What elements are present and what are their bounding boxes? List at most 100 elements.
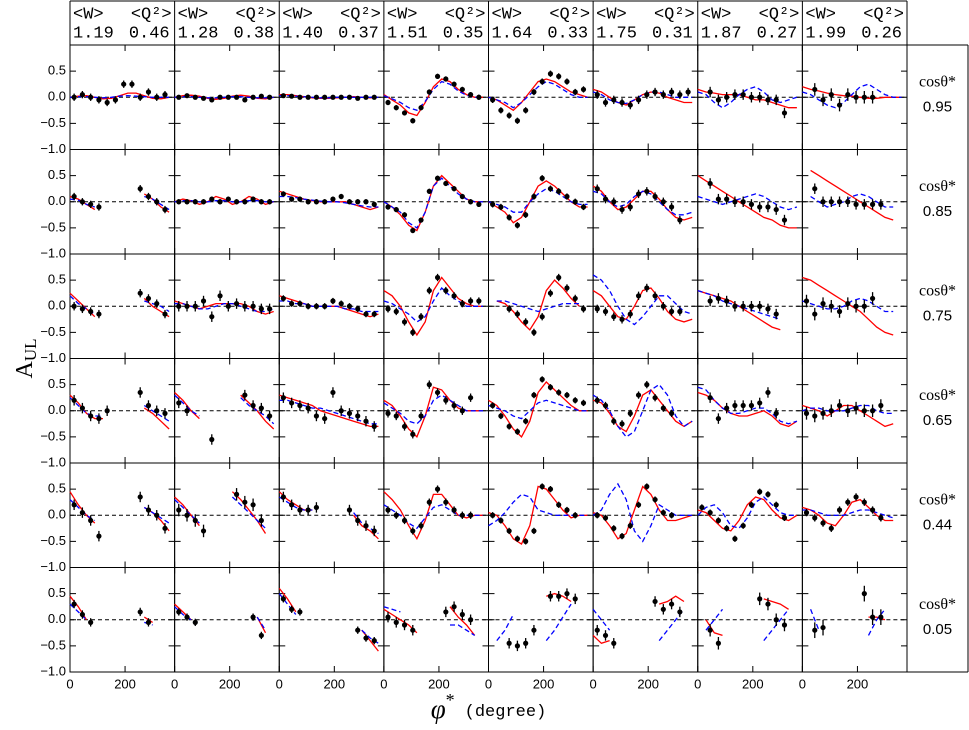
column-q2-value: 0.27 <box>757 24 798 43</box>
data-point <box>200 528 207 534</box>
data-point <box>556 389 562 396</box>
data-point <box>71 193 77 200</box>
data-point <box>660 405 666 411</box>
data-point <box>371 638 377 644</box>
data-point <box>363 199 369 205</box>
data-point <box>740 92 746 98</box>
data-point <box>757 94 763 100</box>
data-point <box>71 502 77 508</box>
data-point <box>305 405 311 411</box>
data-point <box>564 392 570 398</box>
model-curve <box>802 86 902 99</box>
y-tick-label: −0.5 <box>40 219 66 234</box>
data-point <box>176 400 182 406</box>
data-point <box>330 94 336 100</box>
data-point <box>812 627 818 633</box>
data-point <box>154 199 160 205</box>
data-point <box>490 97 496 103</box>
data-point <box>410 431 416 437</box>
data-point <box>781 110 788 116</box>
data-point <box>724 298 730 304</box>
data-point <box>79 306 85 312</box>
data-point <box>812 311 818 317</box>
data-point <box>878 201 884 207</box>
data-point <box>145 402 152 409</box>
data-point <box>410 627 416 633</box>
model-curve <box>697 193 798 211</box>
model-curve <box>488 187 588 213</box>
column-w-value: 1.99 <box>805 24 846 43</box>
data-point <box>820 624 826 631</box>
data-point <box>514 311 521 317</box>
column-q2-value: 0.33 <box>547 24 588 43</box>
data-point <box>580 306 587 312</box>
row-value: 0.44 <box>923 517 952 534</box>
data-point <box>79 510 85 516</box>
data-point <box>322 199 328 205</box>
data-point <box>385 410 391 416</box>
data-point <box>184 408 190 414</box>
data-point <box>828 408 834 414</box>
data-point <box>280 395 286 401</box>
data-point <box>71 397 77 403</box>
data-point <box>145 507 152 513</box>
data-point <box>611 418 617 424</box>
data-point <box>564 193 570 200</box>
data-point <box>853 201 859 207</box>
data-point <box>426 382 432 388</box>
data-point <box>878 402 884 409</box>
data-point <box>861 94 867 100</box>
data-point <box>401 319 408 325</box>
data-point <box>547 71 554 77</box>
model-curve <box>383 394 483 425</box>
data-point <box>740 303 746 309</box>
data-point <box>781 622 788 628</box>
data-point <box>765 491 771 497</box>
data-point <box>748 94 755 100</box>
data-point <box>594 397 600 403</box>
x-tick-label: 0 <box>276 676 283 691</box>
x-tick-label: 200 <box>219 676 241 691</box>
column-q2-value: 0.46 <box>129 24 170 43</box>
data-point <box>757 489 763 495</box>
y-tick-label: 0.0 <box>48 89 66 104</box>
data-point <box>668 601 675 607</box>
data-point <box>363 311 369 317</box>
data-point <box>176 94 182 100</box>
data-point <box>217 293 223 299</box>
x-tick-label: 200 <box>847 676 869 691</box>
data-point <box>79 92 85 98</box>
data-point <box>668 410 675 416</box>
y-tick-label: 0.5 <box>48 481 66 496</box>
panel <box>801 253 908 359</box>
data-point <box>845 499 851 505</box>
data-point <box>250 402 256 409</box>
data-point <box>225 94 231 100</box>
data-point <box>305 303 311 309</box>
panel: 0 200 <box>380 567 489 691</box>
data-point <box>660 199 666 205</box>
data-point <box>506 214 512 221</box>
data-point <box>707 89 713 95</box>
data-point <box>200 95 207 101</box>
data-point <box>184 614 190 620</box>
column-q2-value: 0.35 <box>443 24 484 43</box>
data-point <box>572 397 578 403</box>
data-point <box>393 308 399 315</box>
data-point <box>523 418 529 424</box>
data-point <box>677 217 683 223</box>
row-label: cosθ* <box>919 387 956 404</box>
data-point <box>652 496 658 503</box>
data-point <box>145 89 152 95</box>
data-point <box>627 204 633 210</box>
model-curve <box>697 496 798 532</box>
data-point <box>773 617 779 623</box>
data-point <box>594 186 600 192</box>
data-point <box>468 395 474 401</box>
data-point <box>732 536 738 542</box>
data-point <box>869 408 876 414</box>
x-tick-label: 200 <box>428 676 450 691</box>
data-point <box>490 402 496 409</box>
data-point <box>305 507 311 513</box>
